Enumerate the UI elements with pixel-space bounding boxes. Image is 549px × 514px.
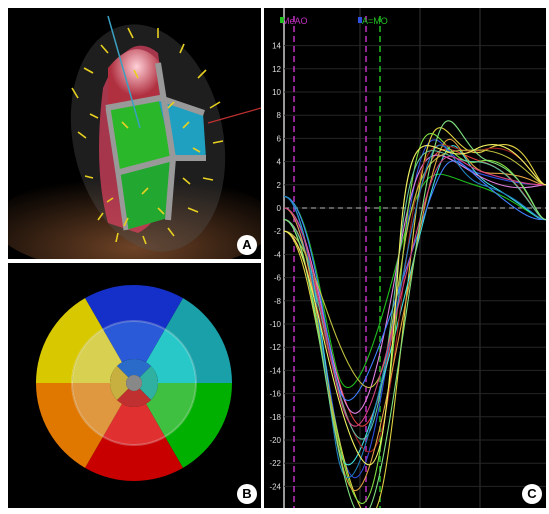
bullseye-panel: B bbox=[8, 263, 261, 508]
bullseye-mid-segment bbox=[103, 403, 165, 445]
y-tick-label: 2 bbox=[277, 181, 282, 190]
bullseye-basal-segment bbox=[85, 436, 183, 481]
bullseye-basal-segment bbox=[165, 383, 232, 468]
bullseye-apex bbox=[126, 375, 142, 391]
y-tick-label: -16 bbox=[269, 390, 281, 399]
y-tick-label: 0 bbox=[277, 204, 282, 213]
heart-3d-panel: A bbox=[8, 8, 261, 259]
y-tick-label: -14 bbox=[269, 366, 281, 375]
y-tick-label: -2 bbox=[274, 227, 282, 236]
y-tick-label: -6 bbox=[274, 274, 282, 283]
marker-flag bbox=[358, 17, 362, 23]
y-tick-label: -12 bbox=[269, 343, 281, 352]
strain-curve bbox=[283, 144, 546, 466]
y-tick-label: 6 bbox=[277, 134, 282, 143]
y-tick-label: -8 bbox=[274, 297, 282, 306]
bullseye-mid-segment bbox=[72, 329, 122, 383]
panel-label-c: C bbox=[522, 484, 542, 504]
bullseye-apical-segment bbox=[139, 366, 159, 400]
y-tick-label: 4 bbox=[277, 158, 282, 167]
bullseye-plot bbox=[36, 285, 232, 481]
strain-chart: 14 12 10 8 6 4 2 0 -2 -4 -6 -8 -10 -12 -14 -16 -18 -20 -22… bbox=[269, 8, 546, 508]
strain-curve bbox=[283, 148, 546, 427]
bullseye-mid-segment bbox=[146, 383, 196, 437]
marker-flag bbox=[280, 17, 284, 23]
bullseye-mid-segment bbox=[146, 329, 196, 383]
marker-label-amo: A=MO bbox=[362, 16, 388, 26]
strain-curve-panel: 14 12 10 8 6 4 2 0 -2 -4 -6 -8 -10 -12 -14 -16 -18 -20 -22… bbox=[264, 8, 546, 508]
y-tick-label: -10 bbox=[269, 320, 281, 329]
bullseye-apical-segment bbox=[117, 388, 151, 407]
strain-curve bbox=[283, 149, 546, 388]
strain-curve bbox=[283, 150, 546, 440]
strain-curve bbox=[283, 154, 546, 414]
y-tick-label: -24 bbox=[269, 482, 281, 491]
y-tick-label: 8 bbox=[277, 111, 282, 120]
y-tick-label: 10 bbox=[272, 88, 281, 97]
y-tick-label: 12 bbox=[272, 65, 281, 74]
bullseye-basal-segment bbox=[165, 298, 232, 383]
bullseye-apical-segment bbox=[109, 366, 129, 400]
bullseye-basal-segment bbox=[36, 298, 103, 383]
bullseye-basal-segment bbox=[36, 383, 103, 468]
strain-curve bbox=[283, 120, 546, 508]
heart-3d-render bbox=[8, 8, 261, 259]
y-tick-label: 14 bbox=[272, 42, 281, 51]
bullseye-mid-segment bbox=[72, 383, 122, 437]
strain-curve bbox=[283, 145, 546, 466]
bullseye-basal-segment bbox=[85, 285, 183, 330]
strain-curve bbox=[283, 144, 546, 453]
panel-label-a: A bbox=[237, 235, 257, 255]
y-tick-label: -4 bbox=[274, 250, 282, 259]
marker-label-meao: MeAO bbox=[282, 16, 308, 26]
y-tick-label: -22 bbox=[269, 459, 281, 468]
y-tick-label: -20 bbox=[269, 436, 281, 445]
bullseye-apical-segment bbox=[117, 359, 151, 378]
strain-curve bbox=[283, 160, 546, 401]
y-tick-label: -18 bbox=[269, 413, 281, 422]
bullseye-mid-segment bbox=[103, 321, 165, 363]
panel-label-b: B bbox=[237, 484, 257, 504]
bullseye-ring bbox=[71, 320, 197, 446]
strain-curve bbox=[283, 155, 546, 427]
strain-curve bbox=[283, 139, 546, 479]
